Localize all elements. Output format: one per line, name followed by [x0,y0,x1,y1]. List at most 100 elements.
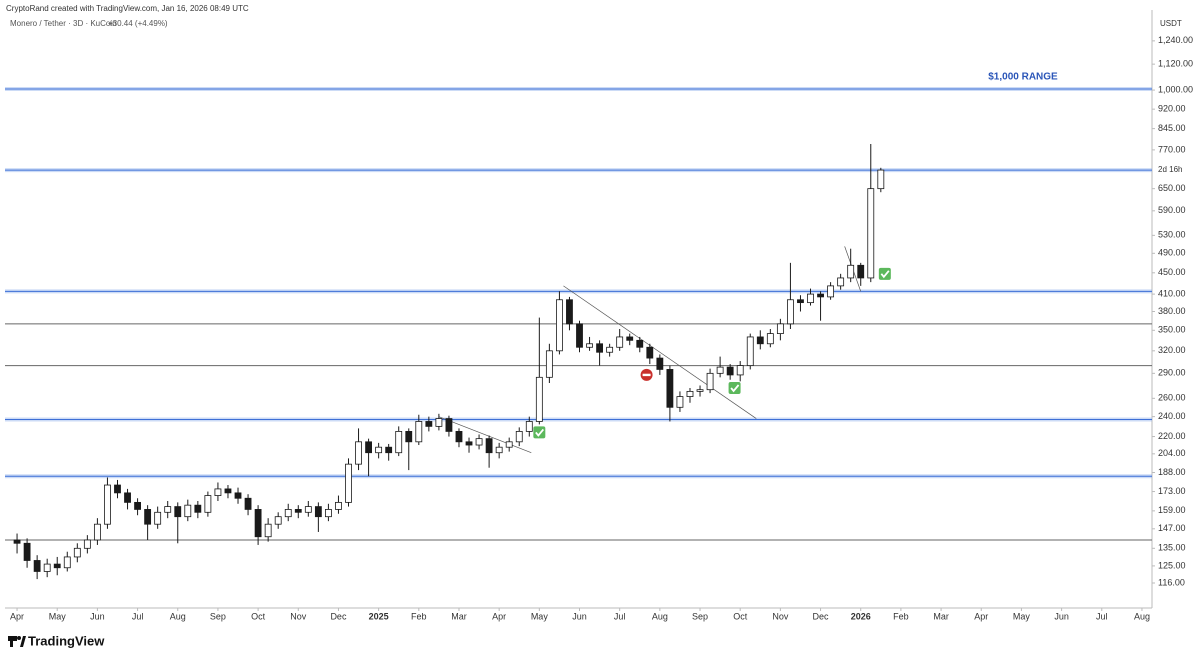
candle-body [505,441,513,448]
y-tick-label: 240.00 [1158,411,1186,421]
x-tick-label: Jul [614,611,626,621]
candle-body [666,369,674,408]
candle-body [485,438,493,454]
candle-body [515,431,523,443]
candle-body [214,488,222,496]
candle-body [385,446,393,454]
candle-body [365,441,372,454]
y-tick-label: 490.00 [1158,248,1186,258]
y-tick-label: 260.00 [1158,393,1186,403]
y-tick-label: 135.00 [1158,543,1186,553]
x-tick-label: Jun [572,611,587,621]
candle-body [73,547,81,558]
y-tick-label: 770.00 [1158,144,1186,154]
candle-body [194,504,202,513]
candle-body [827,285,835,298]
candle-body [535,376,543,422]
x-tick-label: Sep [210,611,226,621]
candle-body [646,346,654,359]
y-tick-label: 350.00 [1158,325,1186,335]
candle-body [455,431,463,443]
candle-body [53,563,61,569]
candle-body [475,438,483,446]
candle-body [435,418,443,427]
y-tick-label: 1,120.00 [1158,59,1193,69]
candle-body [656,357,664,370]
x-tick-label: Jul [1096,611,1108,621]
candle-body [184,504,192,518]
candle-body [686,390,694,397]
candle-body [254,509,262,538]
candle-body [154,511,162,525]
candle-body [566,299,573,325]
candle-body [294,509,302,513]
candle-body [114,484,121,494]
y-tick-label: 1,000.00 [1158,84,1193,94]
candle-body [93,523,101,541]
x-tick-label: Nov [290,611,307,621]
y-tick-label: 590.00 [1158,205,1186,215]
logo-mark [20,636,26,647]
check-marker [533,426,546,439]
candle-body [576,323,583,348]
trendline [563,285,757,419]
candle-body [545,350,553,378]
x-tick-label: Feb [411,611,427,621]
candle-body [144,509,152,525]
check-glyph [535,428,545,437]
candle-body [314,506,322,518]
x-tick-label: Nov [772,611,789,621]
x-tick-label: Aug [652,611,668,621]
y-tick-label: 188.00 [1158,467,1186,477]
y-tick-label: 920.00 [1158,104,1186,114]
candle-body [174,506,182,518]
candle-body [224,488,232,494]
x-tick-label: May [1013,611,1031,621]
stop-glyph [642,373,651,377]
y-tick-label: 159.00 [1158,505,1186,515]
currency: USDT [1160,19,1182,28]
candle-body [124,492,131,503]
x-tick-label: Dec [813,611,830,621]
candle-body [807,293,814,304]
check-glyph [880,270,890,279]
candle-body [626,336,634,341]
candle-body [525,421,533,432]
y-tick-label: 410.00 [1158,288,1186,298]
y-tick-label: 530.00 [1158,230,1186,240]
candle-body [445,418,453,432]
candle-body [606,346,614,353]
logo-text: TradingView [28,633,105,648]
x-tick-label: Mar [933,611,949,621]
x-tick-label: Feb [893,611,909,621]
check-marker [878,267,891,280]
x-tick-label: Jun [90,611,105,621]
x-tick-label: Apr [492,611,506,621]
candle-body [867,188,875,279]
candle-body [676,396,684,408]
level-axis-label: 2d 16h [1158,165,1182,174]
x-tick-label: Aug [170,611,186,621]
x-tick-label: Apr [10,611,24,621]
candle-body [776,323,784,335]
candle-body [766,333,774,345]
y-tick-label: 290.00 [1158,368,1186,378]
candle-body [847,264,855,279]
y-tick-label: 116.00 [1158,577,1185,587]
y-tick-label: 173.00 [1158,486,1186,496]
y-tick-label: 1,240.00 [1158,35,1193,45]
candle-body [345,463,352,503]
candle-body [33,560,41,572]
candle-body [696,389,704,392]
candle-body [23,542,31,561]
candle-body [324,509,332,518]
logo-mark [17,636,21,640]
candle-body [857,264,865,279]
candle-body [304,506,312,513]
candle-body [465,441,473,446]
candle-body [355,441,362,465]
level-annotation: $1,000 RANGE [988,72,1058,83]
credit: CryptoRand created with TradingView.com,… [6,4,249,13]
candle-body [495,446,503,454]
